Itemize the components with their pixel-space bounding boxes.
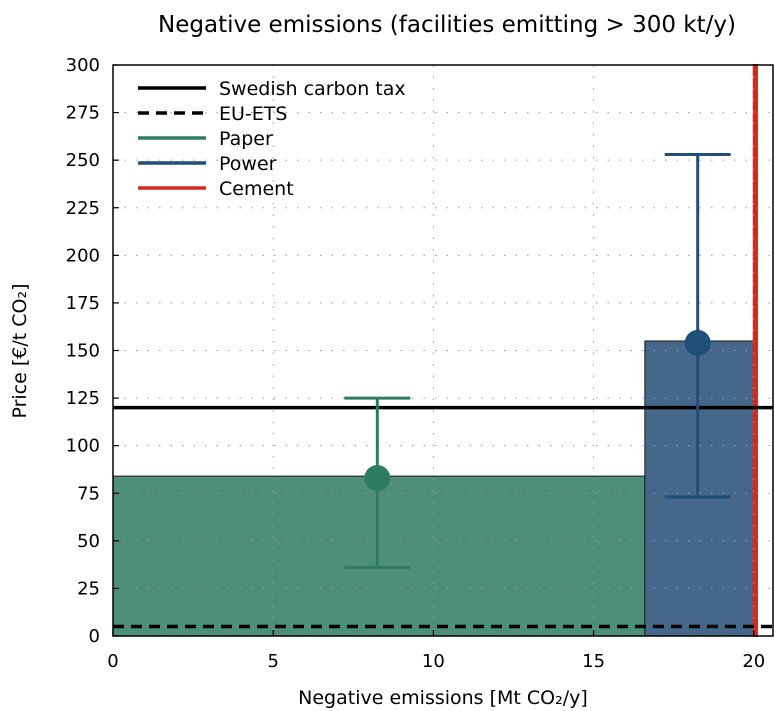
legend-label-paper: Paper [219, 128, 273, 150]
y-tick-label: 275 [66, 103, 100, 124]
legend-label-swedish-carbon-tax: Swedish carbon tax [219, 78, 406, 100]
y-tick-label: 100 [66, 436, 100, 457]
marker-power [684, 329, 711, 356]
y-tick-label: 0 [89, 626, 100, 647]
y-tick-label: 25 [77, 578, 100, 599]
bar-paper [112, 475, 646, 637]
x-tick-label: 5 [267, 651, 278, 672]
y-tick-label: 250 [66, 150, 100, 171]
legend-label-cement: Cement [219, 178, 294, 200]
legend-label-eu-ets: EU-ETS [219, 103, 287, 125]
y-tick-label: 125 [66, 388, 100, 409]
x-tick-label: 0 [107, 651, 118, 672]
legend-label-power: Power [219, 153, 277, 175]
x-tick-label: 20 [742, 651, 765, 672]
x-axis-label: Negative emissions [Mt CO₂/y] [298, 687, 588, 709]
y-tick-label: 175 [66, 293, 100, 314]
bar-power [644, 340, 755, 637]
chart-title: Negative emissions (facilities emitting … [158, 12, 736, 38]
x-tick-label: 15 [582, 651, 605, 672]
marker-paper [364, 465, 391, 492]
y-tick-label: 150 [66, 341, 100, 362]
x-tick-label: 10 [422, 651, 445, 672]
y-tick-label: 75 [77, 483, 100, 504]
y-tick-label: 50 [77, 531, 100, 552]
y-tick-label: 225 [66, 198, 100, 219]
y-tick-label: 200 [66, 245, 100, 266]
bar-cement [752, 64, 758, 637]
y-tick-label: 300 [66, 55, 100, 76]
